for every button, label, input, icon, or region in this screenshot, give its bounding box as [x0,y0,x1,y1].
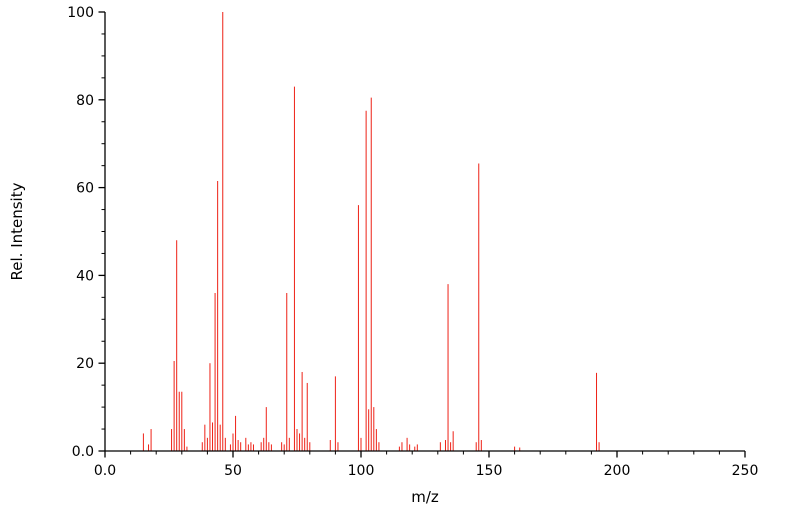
y-tick-label: 60 [76,181,94,197]
x-tick-label: 100 [348,463,375,479]
y-tick-label: 80 [76,93,94,109]
y-tick-label: 40 [76,268,94,284]
x-tick-label: 250 [732,463,759,479]
y-tick-label: 100 [67,5,94,21]
x-axis-label: m/z [411,488,439,506]
y-tick-label: 20 [76,356,94,372]
x-tick-label: 150 [476,463,503,479]
y-tick-label: 0.0 [72,444,94,460]
x-tick-label: 0.0 [94,463,116,479]
y-axis-label: Rel. Intensity [8,182,26,280]
x-tick-label: 50 [224,463,242,479]
x-tick-label: 200 [604,463,631,479]
